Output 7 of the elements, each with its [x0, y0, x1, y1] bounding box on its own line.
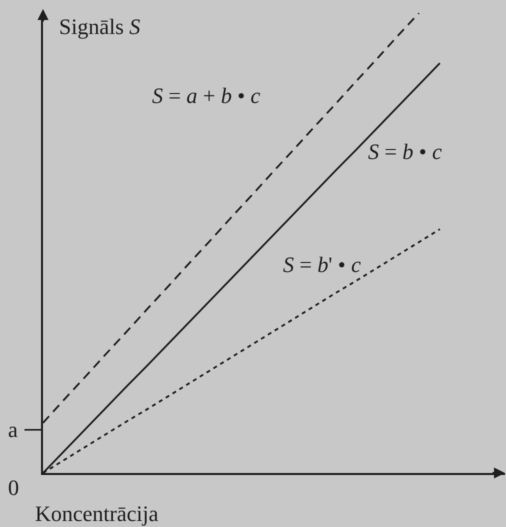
text: S = a + b • c — [152, 83, 261, 108]
series-label: S = b • c — [368, 139, 442, 164]
y-axis-title: Signāls S — [59, 14, 140, 39]
text: 0 — [8, 475, 19, 500]
x-axis-title: Koncentrācija — [35, 501, 159, 526]
series-label: S = b' • c — [283, 252, 362, 277]
text: a — [8, 417, 18, 442]
